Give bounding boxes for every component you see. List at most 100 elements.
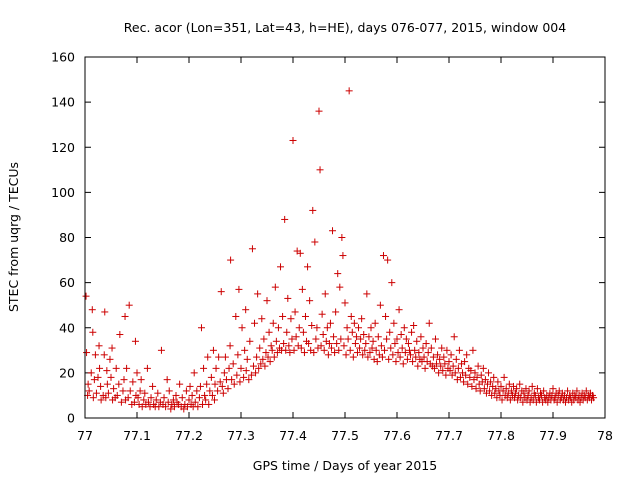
data-point bbox=[389, 351, 397, 359]
data-point bbox=[170, 403, 178, 411]
data-point bbox=[351, 340, 359, 348]
data-point bbox=[301, 312, 309, 320]
data-point bbox=[119, 387, 127, 395]
data-point bbox=[382, 312, 390, 320]
data-point bbox=[329, 227, 337, 235]
data-point bbox=[399, 360, 407, 368]
data-point bbox=[403, 355, 411, 363]
x-tick-label: 78 bbox=[597, 428, 613, 443]
data-point bbox=[190, 369, 198, 377]
data-point bbox=[371, 319, 379, 327]
data-point bbox=[460, 378, 468, 386]
data-point bbox=[309, 206, 317, 214]
data-point bbox=[136, 387, 144, 395]
data-point bbox=[332, 308, 340, 316]
data-point bbox=[324, 351, 332, 359]
data-point bbox=[446, 367, 454, 375]
data-point bbox=[262, 349, 270, 357]
data-point bbox=[317, 342, 325, 350]
data-point bbox=[395, 306, 403, 314]
data-point bbox=[232, 312, 240, 320]
data-point bbox=[217, 288, 225, 296]
data-point bbox=[316, 166, 324, 174]
data-point bbox=[356, 344, 364, 352]
data-point bbox=[134, 394, 142, 402]
data-point bbox=[456, 373, 464, 381]
data-point bbox=[219, 389, 227, 397]
data-point bbox=[454, 364, 462, 372]
data-point bbox=[277, 263, 285, 271]
data-point bbox=[445, 358, 453, 366]
data-point bbox=[103, 367, 111, 375]
data-point bbox=[195, 394, 203, 402]
data-point bbox=[387, 344, 395, 352]
data-point bbox=[404, 340, 412, 348]
data-point bbox=[348, 328, 356, 336]
data-point bbox=[210, 396, 218, 404]
data-point bbox=[230, 380, 238, 388]
x-tick-label: 77.3 bbox=[227, 428, 255, 443]
data-point bbox=[367, 324, 375, 332]
data-point bbox=[300, 349, 308, 357]
data-point bbox=[419, 344, 427, 352]
data-point bbox=[477, 371, 485, 379]
data-point bbox=[393, 335, 401, 343]
data-point bbox=[251, 319, 259, 327]
data-point bbox=[362, 340, 370, 348]
y-tick-label: 140 bbox=[51, 95, 75, 110]
data-point bbox=[112, 364, 120, 372]
data-point bbox=[455, 346, 463, 354]
data-point bbox=[485, 369, 493, 377]
data-point bbox=[224, 385, 232, 393]
data-point bbox=[140, 396, 148, 404]
x-tick-label: 77.7 bbox=[435, 428, 463, 443]
data-point bbox=[245, 376, 253, 384]
data-point bbox=[182, 387, 190, 395]
data-point bbox=[257, 360, 265, 368]
data-point bbox=[94, 373, 102, 381]
data-point bbox=[434, 351, 442, 359]
data-point bbox=[344, 335, 352, 343]
data-point bbox=[264, 353, 272, 361]
data-point bbox=[500, 373, 508, 381]
data-point bbox=[439, 367, 447, 375]
data-point bbox=[341, 299, 349, 307]
data-point bbox=[427, 344, 435, 352]
data-point bbox=[462, 371, 470, 379]
data-point bbox=[259, 355, 267, 363]
data-point bbox=[346, 346, 354, 354]
data-point bbox=[218, 382, 226, 390]
x-tick-label: 77.4 bbox=[279, 428, 307, 443]
data-point bbox=[582, 387, 590, 395]
data-point bbox=[355, 324, 363, 332]
data-point bbox=[220, 369, 228, 377]
data-point bbox=[420, 353, 428, 361]
data-point bbox=[319, 331, 327, 339]
data-point bbox=[407, 351, 415, 359]
data-point bbox=[260, 335, 268, 343]
data-point bbox=[291, 308, 299, 316]
data-point bbox=[214, 387, 222, 395]
data-point bbox=[497, 382, 505, 390]
data-point bbox=[330, 333, 338, 341]
data-point bbox=[327, 344, 335, 352]
data-point bbox=[296, 249, 304, 257]
data-point bbox=[283, 328, 291, 336]
data-point bbox=[372, 346, 380, 354]
data-point bbox=[143, 364, 151, 372]
data-point bbox=[267, 342, 275, 350]
data-point bbox=[323, 324, 331, 332]
data-point bbox=[468, 382, 476, 390]
data-point bbox=[116, 331, 124, 339]
data-point bbox=[447, 351, 455, 359]
data-point bbox=[315, 107, 323, 115]
data-point bbox=[490, 373, 498, 381]
data-point bbox=[366, 349, 374, 357]
data-point bbox=[199, 400, 207, 408]
axis-ticks: 77 77.1 77.2 77.3 77.4 77.5 77.6 77.7 77.8 77.9 78… bbox=[51, 50, 613, 444]
x-tick-label: 77.2 bbox=[175, 428, 203, 443]
data-point bbox=[240, 373, 248, 381]
data-point bbox=[335, 346, 343, 354]
data-point bbox=[391, 340, 399, 348]
data-point bbox=[83, 349, 91, 357]
